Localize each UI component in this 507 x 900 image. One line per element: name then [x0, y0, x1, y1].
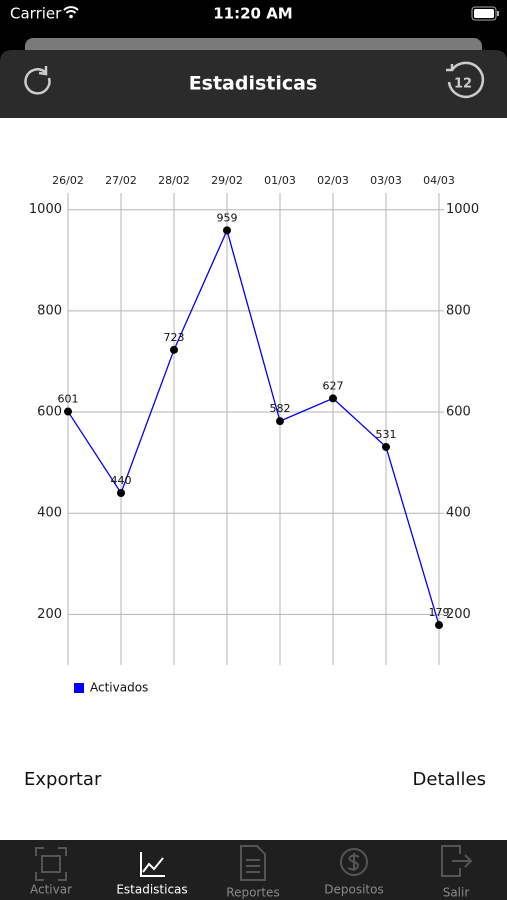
data-point [117, 488, 125, 497]
y-tick-label: 200 [37, 607, 62, 622]
legend-label: Activados [90, 681, 148, 695]
refresh-icon [24, 68, 51, 95]
data-label: 531 [376, 428, 397, 441]
wifi-icon [63, 6, 79, 14]
y2-tick-label: 400 [446, 506, 471, 521]
x-tick-label: 01/03 [264, 174, 296, 187]
tab-labels: Activar Estadisticas Reportes Depositos Sali… [30, 883, 469, 900]
data-point [329, 394, 337, 403]
y2-tick-label: 600 [446, 405, 471, 420]
reportes-icon [240, 845, 266, 881]
y2-tick-label: 200 [446, 607, 471, 622]
tab-icons [35, 845, 473, 881]
activar-icon [35, 847, 67, 881]
x-tick-label: 03/03 [370, 174, 402, 187]
history-arrow [446, 64, 454, 72]
history-badge: 12 [454, 77, 472, 92]
depositos-sign [347, 853, 360, 871]
data-label: 627 [323, 379, 344, 392]
data-point [435, 621, 443, 630]
tab-label[interactable]: Activar [30, 883, 72, 897]
tab-label[interactable]: Salir [443, 886, 470, 900]
series-line [67, 228, 440, 626]
depositos-icon [340, 848, 368, 876]
history-button[interactable]: 12 [446, 61, 485, 99]
header-title: Estadisticas [189, 73, 318, 95]
data-label: 959 [217, 211, 238, 224]
data-label: 582 [270, 402, 291, 415]
export-button[interactable]: Exportar [24, 769, 102, 790]
y2-tick-label: 1000 [446, 202, 479, 217]
y2-tick-label: 800 [446, 303, 471, 318]
x-tick-label: 28/02 [158, 174, 190, 187]
legend-swatch [74, 683, 84, 693]
history-icon [447, 61, 485, 99]
refresh-arrow [38, 66, 48, 76]
data-point [382, 442, 390, 451]
x-tick-label: 04/03 [423, 174, 455, 187]
y-tick-label: 600 [37, 405, 62, 420]
salir-icon [441, 845, 473, 877]
estadisticas-icon [140, 852, 165, 877]
y-tick-label: 1000 [29, 202, 62, 217]
x-tick-label: 02/03 [317, 174, 349, 187]
tab-label[interactable]: Reportes [226, 886, 279, 900]
y-tick-label: 800 [37, 303, 62, 318]
content [0, 118, 507, 840]
x-tick-label: 26/02 [52, 174, 84, 187]
clock: 11:20 AM [213, 5, 293, 23]
header [0, 50, 507, 118]
data-point [64, 407, 72, 416]
tab-label[interactable]: Depositos [324, 883, 383, 897]
tab-label[interactable]: Estadisticas [116, 883, 187, 897]
data-label: 179 [429, 606, 450, 619]
details-button[interactable]: Detalles [413, 769, 486, 790]
data-label: 601 [58, 393, 79, 406]
y-tick-label: 400 [37, 506, 62, 521]
chart: 200 400 600 800 1000 200 400 600 800 1000 26/02 27/… [29, 174, 479, 695]
tab-bar [0, 840, 507, 900]
data-label: 440 [111, 474, 132, 487]
data-point [276, 417, 284, 426]
data-point [170, 345, 178, 354]
battery-tip [497, 11, 499, 16]
x-tick-label: 27/02 [105, 174, 137, 187]
battery [471, 6, 497, 21]
data-label: 723 [164, 331, 185, 344]
wifi-dot [69, 14, 73, 19]
x-tick-label: 29/02 [211, 174, 243, 187]
carrier: Carrier [10, 5, 62, 23]
refresh-button[interactable] [24, 66, 51, 95]
data-point [223, 226, 231, 235]
battery-level [474, 9, 494, 18]
